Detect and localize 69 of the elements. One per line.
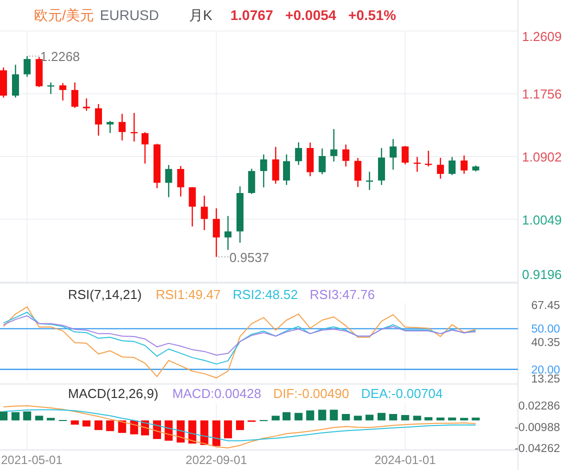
bar [200,420,208,446]
chart-title: 欧元/美元 [34,7,94,23]
bar [282,412,291,420]
x-tick-label: 2024-01-01 [374,453,436,467]
y-tick-label: 1.0902 [522,150,562,165]
chart-subtitle: EURUSD [100,7,160,23]
line-series [2,405,476,448]
series-label: DEA:-0.00704 [361,386,443,401]
bar [212,420,220,446]
bar [389,414,398,420]
bar [12,412,20,420]
bar [294,412,303,420]
bar [188,420,196,444]
series-label: MACD:0.00428 [172,386,262,401]
bar [82,420,90,426]
line-series [2,409,476,442]
series-label: DIF:-0.00490 [273,386,350,401]
ref-line-label: 50.00 [531,324,560,336]
bar [224,420,232,438]
y-tick-label: 1.0049 [522,212,562,228]
text: 1.0767 [230,7,274,23]
text: RSI3:47.76 [310,287,375,302]
bar [424,417,432,420]
bar [378,412,386,420]
y-tick-label: 40.35 [531,336,560,349]
x-tick-label: 2022-09-01 [186,453,248,467]
bar [23,411,32,420]
chart-title: MACD(12,26,9) [68,386,158,401]
series-label: RSI2:48.52 [232,287,298,302]
bar [94,420,102,430]
y-tick-label: -0.04262 [514,443,560,455]
bar [436,418,444,420]
y-tick-label: 13.25 [531,374,560,386]
y-tick-label: -0.00988 [514,422,560,434]
bar [70,420,79,425]
bar [448,418,456,420]
bar [272,416,280,420]
y-tick-label: 1.2609 [522,29,562,44]
bar [318,410,326,420]
bar [330,410,338,420]
text: 月K [189,7,214,23]
bar [306,410,314,420]
y-tick-label: 0.9196 [522,267,562,282]
bar [46,418,55,420]
text: +0.0054 [285,7,336,23]
bar [118,420,126,433]
bar [413,416,422,420]
bar [0,411,8,420]
text: RSI1:49.47 [156,287,221,302]
line-series [2,315,476,356]
y-tick-label: 1.1756 [522,86,562,102]
y-tick-label: 67.45 [531,300,560,312]
bar [35,416,44,420]
bar [354,416,362,420]
bar [236,420,244,430]
chart-title: RSI(7,14,21) [68,287,142,302]
bar [106,420,114,432]
x-tick-label: 2021-05-01 [1,453,63,467]
annotation: 1.2268 [40,49,80,64]
annotation: 0.9537 [229,250,270,265]
bar [401,415,410,420]
line-series [2,312,476,365]
bar [342,414,350,420]
bar [460,418,468,420]
bar [472,418,480,420]
y-tick-label: 0.02286 [518,400,560,413]
text: +0.51% [348,7,397,23]
bar [366,414,374,420]
line-series [2,306,476,378]
